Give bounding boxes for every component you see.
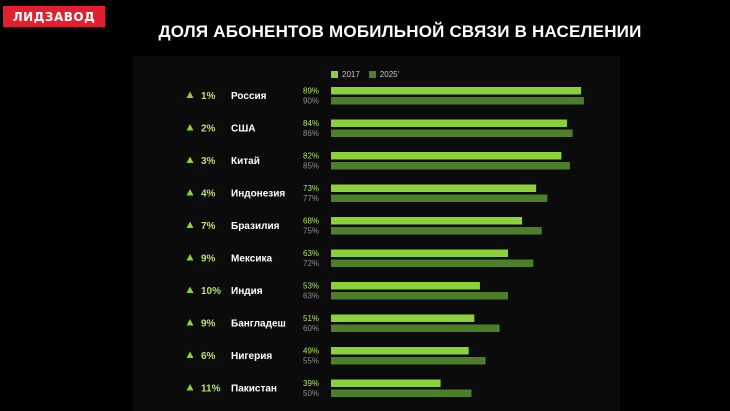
legend-label-2017: 2017 <box>342 69 360 79</box>
country-label: США <box>231 124 256 135</box>
value-label-2025: 75% <box>303 227 319 236</box>
value-label-2017: 49% <box>303 347 319 356</box>
change-label: 4% <box>201 189 216 200</box>
chart-legend: 2017 2025' <box>331 68 408 80</box>
value-label-2025: 86% <box>303 129 319 138</box>
change-arrow-icon <box>186 189 194 196</box>
bar-2025 <box>331 389 472 397</box>
country-label: Китай <box>231 156 260 167</box>
legend-swatch-2025 <box>368 70 376 78</box>
value-label-2017: 63% <box>303 249 319 258</box>
change-label: 11% <box>201 384 221 395</box>
change-label: 3% <box>201 156 216 167</box>
country-label: Нигерия <box>231 351 272 362</box>
bar-2017 <box>331 379 441 387</box>
legend-item-2025: 2025' <box>368 69 400 79</box>
value-label-2025: 50% <box>303 389 319 398</box>
value-label-2025: 85% <box>303 162 319 171</box>
bar-2025 <box>331 292 509 300</box>
country-label: Бангладеш <box>231 319 286 330</box>
bar-2017 <box>331 217 523 225</box>
value-label-2017: 73% <box>303 184 319 193</box>
change-arrow-icon <box>186 156 194 163</box>
value-label-2025: 60% <box>303 324 319 333</box>
change-label: 1% <box>201 91 216 102</box>
legend-swatch-2017 <box>331 70 338 78</box>
country-label: Индонезия <box>231 189 285 200</box>
country-label: Бразилия <box>231 221 280 232</box>
bar-2025 <box>331 259 534 267</box>
bar-2017 <box>331 347 469 355</box>
change-label: 9% <box>201 319 216 330</box>
change-arrow-icon <box>186 254 194 261</box>
value-label-2017: 82% <box>303 152 319 161</box>
country-label: Россия <box>231 91 267 102</box>
bar-2025 <box>331 324 500 332</box>
value-label-2025: 55% <box>303 357 319 366</box>
value-label-2025: 63% <box>303 292 319 301</box>
country-label: Индия <box>231 286 263 297</box>
bar-2017 <box>331 119 568 127</box>
value-label-2017: 53% <box>303 282 319 291</box>
value-label-2025: 77% <box>303 194 319 203</box>
country-label: Мексика <box>231 254 272 265</box>
bar-2025 <box>331 97 584 105</box>
legend-label-2025: 2025' <box>379 69 400 79</box>
bar-2025 <box>331 357 486 365</box>
value-label-2017: 51% <box>303 314 319 323</box>
change-label: 9% <box>201 254 216 265</box>
value-label-2017: 89% <box>303 87 319 96</box>
change-arrow-icon <box>186 286 194 293</box>
legend-item-2017: 2017 <box>331 70 360 79</box>
value-label-2025: 72% <box>303 259 319 268</box>
bar-2017 <box>331 184 537 192</box>
value-label-2017: 39% <box>303 379 319 388</box>
bar-2025 <box>331 129 573 137</box>
change-arrow-icon <box>186 384 194 391</box>
change-label: 7% <box>201 221 216 232</box>
country-label: Пакистан <box>231 384 277 395</box>
value-label-2025: 90% <box>303 97 319 106</box>
bar-2025 <box>331 194 548 202</box>
value-label-2017: 84% <box>303 119 319 128</box>
change-label: 10% <box>201 286 221 297</box>
bar-2017 <box>331 314 475 322</box>
value-label-2017: 68% <box>303 217 319 226</box>
bar-2025 <box>331 162 570 170</box>
change-arrow-icon <box>186 124 194 131</box>
change-label: 6% <box>201 351 216 362</box>
brand-logo: ЛИДЗАВОД <box>3 6 105 27</box>
change-arrow-icon <box>186 221 194 228</box>
bar-2025 <box>331 227 542 235</box>
bar-2017 <box>331 152 562 160</box>
change-arrow-icon <box>186 91 194 98</box>
bar-2017 <box>331 282 480 290</box>
chart-title: ДОЛЯ АБОНЕНТОВ МОБИЛЬНОЙ СВЯЗИ В НАСЕЛЕН… <box>158 22 642 41</box>
change-arrow-icon <box>186 351 194 358</box>
change-arrow-icon <box>186 319 194 326</box>
change-label: 2% <box>201 124 216 135</box>
bar-2017 <box>331 87 582 95</box>
bar-2017 <box>331 249 509 257</box>
